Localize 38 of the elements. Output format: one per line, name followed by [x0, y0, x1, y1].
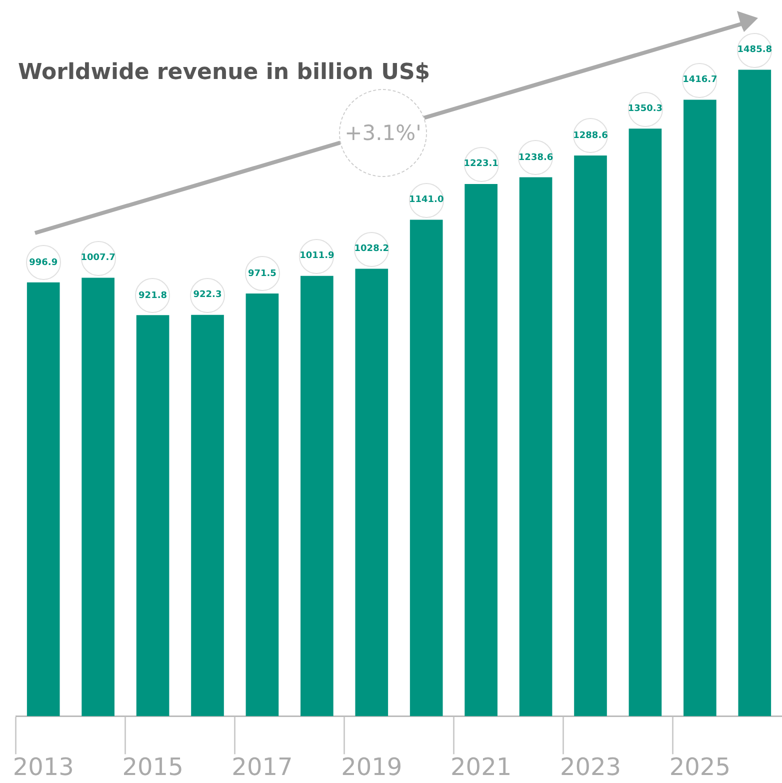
label-badge: 1416.7 — [682, 62, 718, 98]
label-badge: 921.8 — [135, 278, 170, 314]
bar — [628, 128, 662, 716]
x-tick-label: 2013 — [12, 752, 74, 781]
label-badge: 922.3 — [190, 278, 225, 313]
bar — [464, 184, 498, 716]
x-tick-label: 2017 — [232, 752, 293, 781]
label-badge: 1028.2 — [354, 232, 390, 267]
label-badge: 1238.6 — [518, 140, 554, 176]
bar — [684, 100, 716, 716]
bar — [574, 156, 607, 716]
circle-badge: +3.1%' — [339, 89, 427, 177]
bar — [355, 268, 388, 716]
x-tick-label: 2015 — [122, 752, 184, 781]
label-badge: 1485.8 — [737, 32, 772, 68]
chart-title: Worldwide revenue in billion US$ — [18, 60, 430, 85]
bar — [738, 70, 772, 716]
label-badge: 1011.9 — [299, 238, 334, 274]
bar — [246, 293, 279, 716]
x-tick-label: 2019 — [341, 752, 402, 781]
bar — [136, 315, 170, 716]
label-badge: 1350.3 — [628, 92, 663, 127]
bar — [519, 177, 552, 716]
label-badge: 996.9 — [26, 245, 61, 280]
bar — [410, 220, 443, 716]
label-badge: 1141.0 — [408, 182, 444, 218]
label-badge: 1007.7 — [80, 240, 116, 276]
label-badge: 971.5 — [244, 256, 280, 292]
bar — [300, 276, 334, 716]
label-badge: 1288.6 — [573, 118, 608, 154]
label-badge: 1223.1 — [464, 146, 499, 182]
bar — [26, 282, 60, 716]
x-tick-label: 2025 — [669, 752, 730, 781]
x-tick-label: 2021 — [450, 752, 512, 781]
bar — [191, 314, 224, 716]
annotation: +3.1%' — [344, 121, 422, 145]
bar — [82, 278, 114, 716]
x-tick-label: 2023 — [560, 752, 622, 781]
